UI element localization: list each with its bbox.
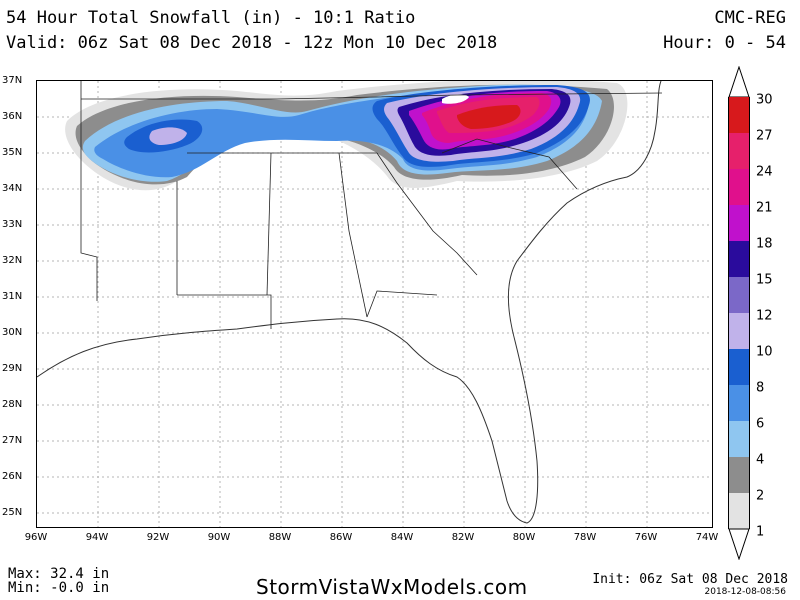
legend-swatch bbox=[728, 97, 750, 133]
site-name: StormVistaWxModels.com bbox=[256, 575, 528, 599]
init-time: Init: 06z Sat 08 Dec 2018 bbox=[592, 572, 788, 587]
lon-label: 74W bbox=[695, 532, 719, 543]
valid-period: Valid: 06z Sat 08 Dec 2018 - 12z Mon 10 … bbox=[6, 33, 498, 53]
lon-label: 96W bbox=[24, 532, 48, 543]
lat-label: 30N bbox=[2, 327, 23, 338]
lat-label: 29N bbox=[2, 363, 23, 374]
lat-label: 33N bbox=[2, 219, 23, 230]
legend-level-label: 27 bbox=[756, 128, 773, 144]
lat-label: 26N bbox=[2, 471, 23, 482]
legend-up-arrow-icon bbox=[728, 66, 750, 98]
legend-level-label: 21 bbox=[756, 200, 773, 216]
lon-label: 88W bbox=[268, 532, 292, 543]
legend-level-label: 24 bbox=[756, 164, 773, 180]
legend-swatch bbox=[728, 133, 750, 169]
legend-level-label: 6 bbox=[756, 416, 765, 432]
lat-label: 25N bbox=[2, 507, 23, 518]
legend-level-label: 2 bbox=[756, 488, 765, 504]
legend-level-label: 30 bbox=[756, 92, 773, 108]
legend-level-label: 15 bbox=[756, 272, 773, 288]
legend-swatch bbox=[728, 493, 750, 529]
legend-level-label: 1 bbox=[756, 524, 765, 540]
legend-swatch bbox=[728, 277, 750, 313]
legend-swatch bbox=[728, 349, 750, 385]
coastline bbox=[37, 81, 662, 524]
legend-level-label: 18 bbox=[756, 236, 773, 252]
snowfall-map bbox=[36, 80, 713, 528]
snowfall-shading bbox=[65, 81, 628, 191]
model-name: CMC-REG bbox=[714, 8, 786, 28]
legend-swatch bbox=[728, 241, 750, 277]
legend-level-label: 12 bbox=[756, 308, 773, 324]
lat-label: 36N bbox=[2, 111, 23, 122]
lon-label: 94W bbox=[85, 532, 109, 543]
lon-label: 92W bbox=[146, 532, 170, 543]
legend-level-label: 8 bbox=[756, 380, 765, 396]
lon-label: 78W bbox=[573, 532, 597, 543]
legend-swatch bbox=[728, 457, 750, 493]
legend-swatch bbox=[728, 313, 750, 349]
lat-label: 35N bbox=[2, 147, 23, 158]
lon-label: 80W bbox=[512, 532, 536, 543]
legend-swatch bbox=[728, 385, 750, 421]
legend-swatch bbox=[728, 421, 750, 457]
legend-swatch bbox=[728, 169, 750, 205]
lat-label: 28N bbox=[2, 399, 23, 410]
lon-label: 90W bbox=[207, 532, 231, 543]
lon-label: 82W bbox=[451, 532, 475, 543]
state-borders bbox=[80, 81, 663, 329]
min-value: Min: -0.0 in bbox=[8, 580, 110, 596]
legend-level-label: 4 bbox=[756, 452, 765, 468]
lon-label: 84W bbox=[390, 532, 414, 543]
legend-down-arrow-icon bbox=[728, 528, 750, 560]
map-title: 54 Hour Total Snowfall (in) - 10:1 Ratio bbox=[6, 8, 416, 28]
legend-level-label: 10 bbox=[756, 344, 773, 360]
lon-label: 76W bbox=[634, 532, 658, 543]
lat-label: 31N bbox=[2, 291, 23, 302]
map-canvas bbox=[37, 81, 712, 527]
lat-label: 32N bbox=[2, 255, 23, 266]
max-value: Max: 32.4 in bbox=[8, 566, 110, 582]
legend-swatch bbox=[728, 205, 750, 241]
lat-label: 27N bbox=[2, 435, 23, 446]
lat-label: 37N bbox=[2, 75, 23, 86]
forecast-hour-range: Hour: 0 - 54 bbox=[663, 33, 786, 53]
generated-timestamp: 2018-12-08-08:56 bbox=[704, 587, 787, 597]
lat-label: 34N bbox=[2, 183, 23, 194]
lon-label: 86W bbox=[329, 532, 353, 543]
